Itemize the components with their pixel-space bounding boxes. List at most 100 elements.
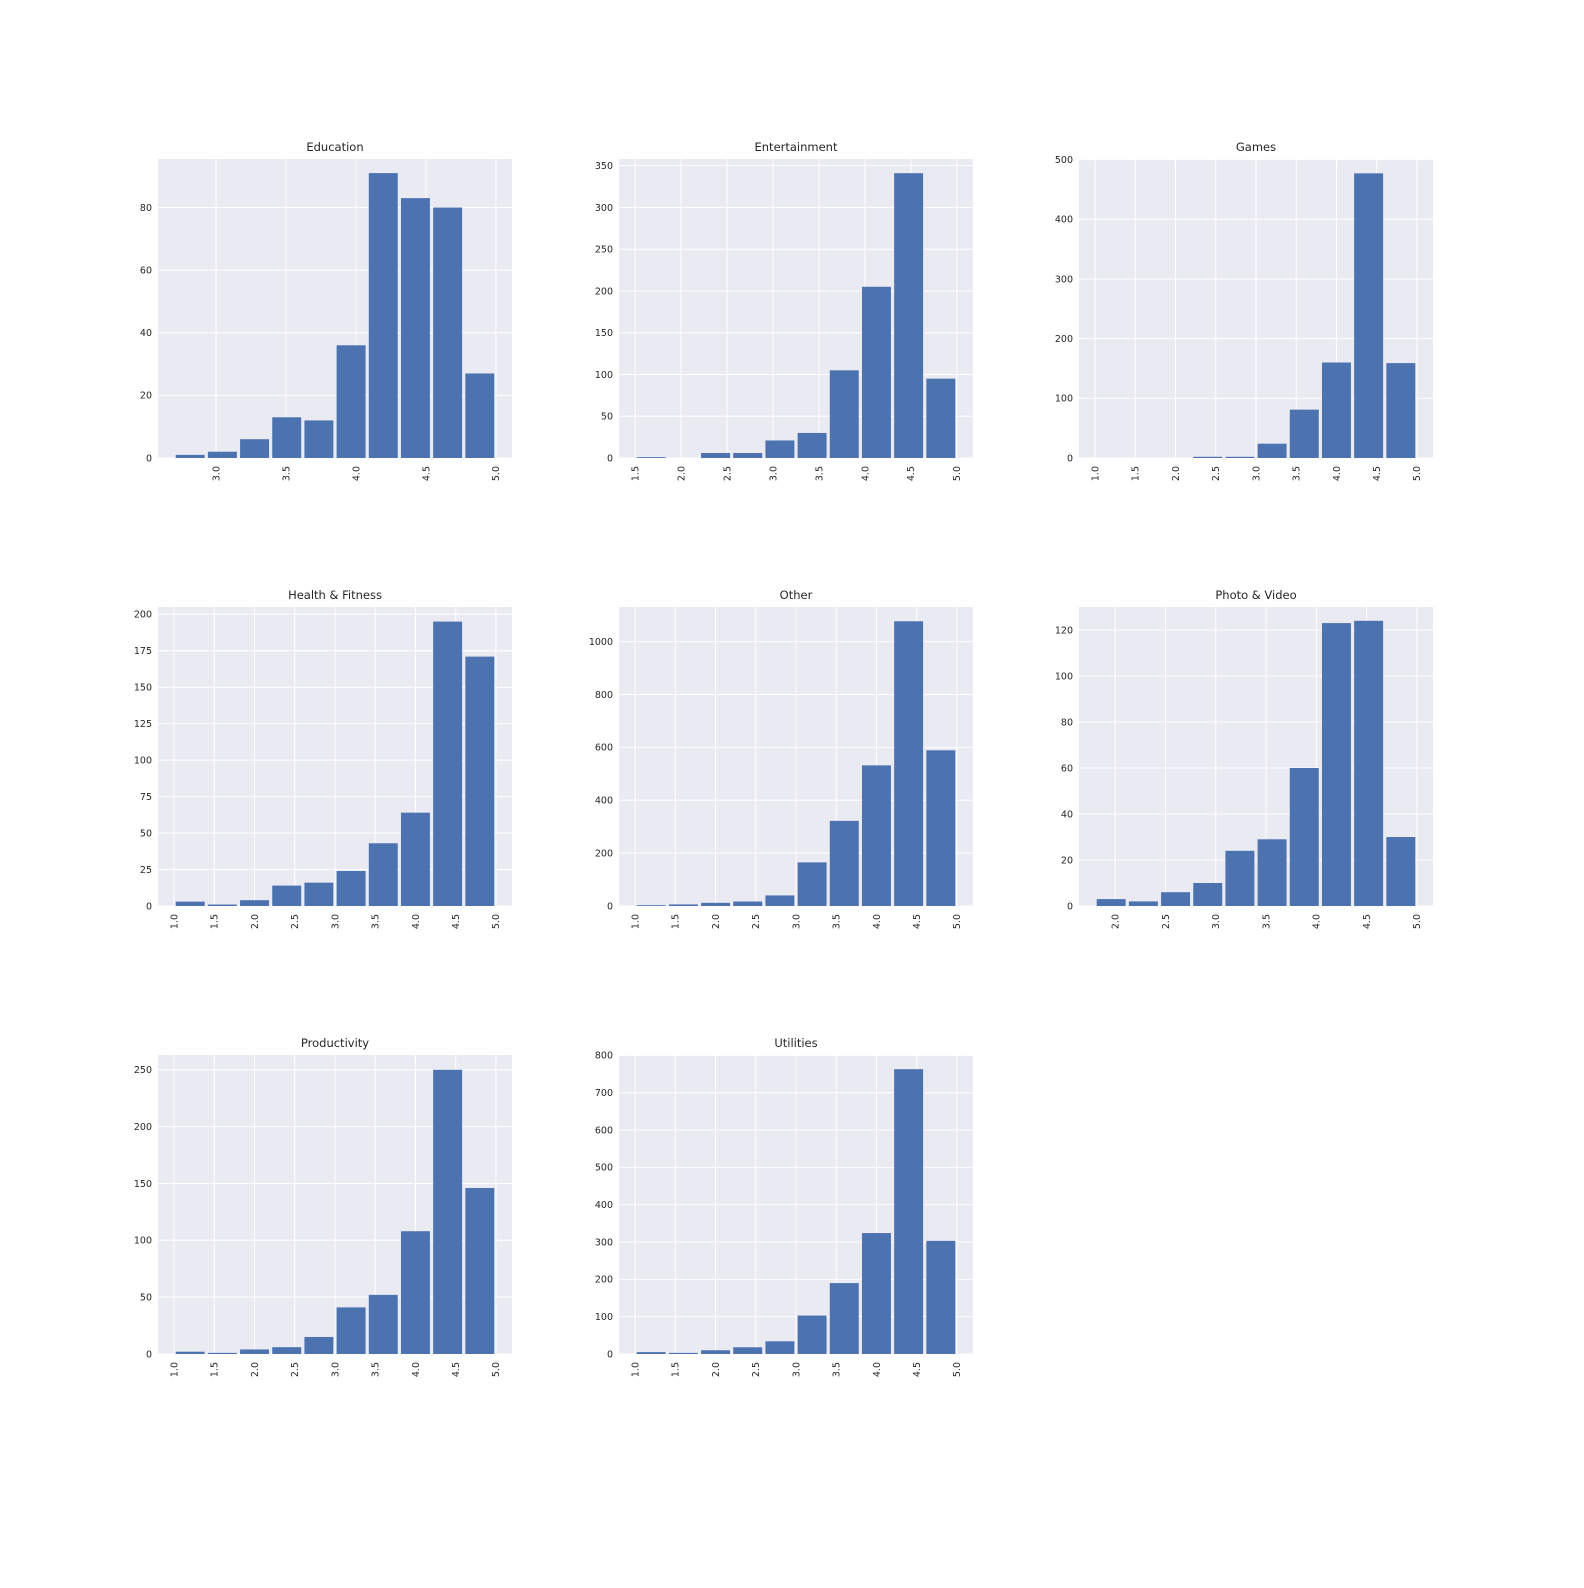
bar [175,901,205,906]
y-tick-label: 200 [134,610,152,621]
bar [240,439,270,458]
y-tick-label: 40 [140,328,152,339]
x-tick-label: 4.5 [451,914,462,929]
x-tick-label: 3.5 [832,914,843,929]
y-tick-label: 600 [595,743,613,754]
y-tick-label: 150 [134,1179,152,1190]
x-tick-label: 3.0 [1211,914,1222,929]
y-tick-label: 100 [1055,394,1073,405]
subplot-title: Utilities [774,1036,817,1050]
x-tick-label: 2.0 [250,914,261,929]
subplot-productivity: Productivity 1.0 1.5 2.0 2.5 3.0 3.5 4.0 4.5 5.0 0… [134,1036,512,1377]
x-tick-label: 2.0 [1111,914,1122,929]
bar [861,1233,891,1354]
y-tick-label: 60 [1061,763,1073,774]
y-tick-label: 600 [595,1125,613,1136]
subplot-utilities: Utilities 1.0 1.5 2.0 2.5 3.0 3.5 4.0 4.5 5.0 0 100… [595,1036,973,1377]
x-tick-label: 3.5 [371,914,382,929]
bar [636,905,666,907]
bar [400,198,430,459]
x-tick-label: 2.5 [722,466,733,481]
bar [207,1352,237,1354]
x-tick-label: 3.0 [1251,466,1262,481]
x-tick-label: 5.0 [952,914,963,929]
y-tick-label: 100 [134,755,152,766]
bar [175,454,205,458]
bar [1225,850,1255,906]
x-tick-label: 3.0 [791,1362,802,1377]
y-tick-label: 200 [595,848,613,859]
bar [336,345,366,458]
y-tick-label: 100 [134,1236,152,1247]
bar [272,1347,302,1354]
y-tick-label: 800 [595,690,613,701]
x-tick-label: 5.0 [491,914,502,929]
bar [272,417,302,458]
subplot-title: Health & Fitness [288,588,382,602]
y-tick-label: 0 [146,901,152,912]
bar [304,420,334,458]
y-tick-label: 100 [595,370,613,381]
subplot-health-fitness: Health & Fitness 1.0 1.5 2.0 2.5 3.0 3.5 4.0 4.5… [134,588,512,929]
bar [207,904,237,906]
bar [701,902,731,906]
x-tick-label: 4.5 [906,466,917,481]
x-tick-label: 2.0 [711,914,722,929]
x-tick-label: 5.0 [1412,914,1423,929]
x-tick-label: 4.5 [1372,466,1383,481]
x-tick-label: 4.0 [351,466,362,481]
subplot-entertainment: Entertainment 1.5 2.0 2.5 3.0 3.5 4.0 4.5 5.0 0 50… [595,140,973,481]
bar [368,843,398,906]
y-tick-label: 175 [134,646,152,657]
subplot-title: Education [306,140,363,154]
subplot-title: Productivity [301,1036,369,1050]
y-tick-label: 50 [140,828,152,839]
bar [1289,409,1319,458]
x-tick-label: 1.5 [210,914,221,929]
x-tick-label: 3.0 [330,1362,341,1377]
y-tick-label: 0 [607,453,613,464]
x-tick-label: 3.5 [281,466,292,481]
x-tick-label: 3.5 [371,1362,382,1377]
bar [1354,620,1384,906]
y-tick-label: 20 [1061,855,1073,866]
y-tick-label: 200 [1055,334,1073,345]
bar [829,370,859,458]
x-tick-label: 3.5 [1292,466,1303,481]
x-tick-label: 2.5 [751,1362,762,1377]
bar [894,1069,924,1354]
x-tick-label: 1.0 [630,914,641,929]
x-tick-label: 4.5 [912,1362,923,1377]
subplot-title: Entertainment [755,140,838,154]
bar [733,1347,763,1354]
y-tick-label: 250 [134,1065,152,1076]
bar [765,1341,795,1354]
bar [433,621,463,906]
x-tick-label: 1.5 [630,466,641,481]
bar [1257,839,1287,906]
y-tick-label: 40 [1061,809,1073,820]
bar [765,895,795,906]
x-tick-label: 2.0 [711,1362,722,1377]
bar [733,452,763,458]
y-tick-label: 300 [595,1237,613,1248]
bar [797,862,827,906]
bar [240,1349,270,1354]
bar [1193,456,1223,458]
bar [1096,899,1126,906]
y-tick-label: 300 [1055,274,1073,285]
x-tick-label: 2.0 [1171,466,1182,481]
bar [1386,837,1416,906]
bar [797,1315,827,1354]
bar [1289,768,1319,906]
x-tick-label: 2.5 [290,914,301,929]
subplot-title: Photo & Video [1215,588,1296,602]
x-tick-label: 4.0 [411,914,422,929]
bar [1161,892,1191,906]
y-tick-label: 0 [1067,453,1073,464]
y-tick-label: 500 [595,1163,613,1174]
bar [368,1294,398,1354]
x-tick-label: 1.0 [169,914,180,929]
bar [701,452,731,458]
bar [304,882,334,906]
